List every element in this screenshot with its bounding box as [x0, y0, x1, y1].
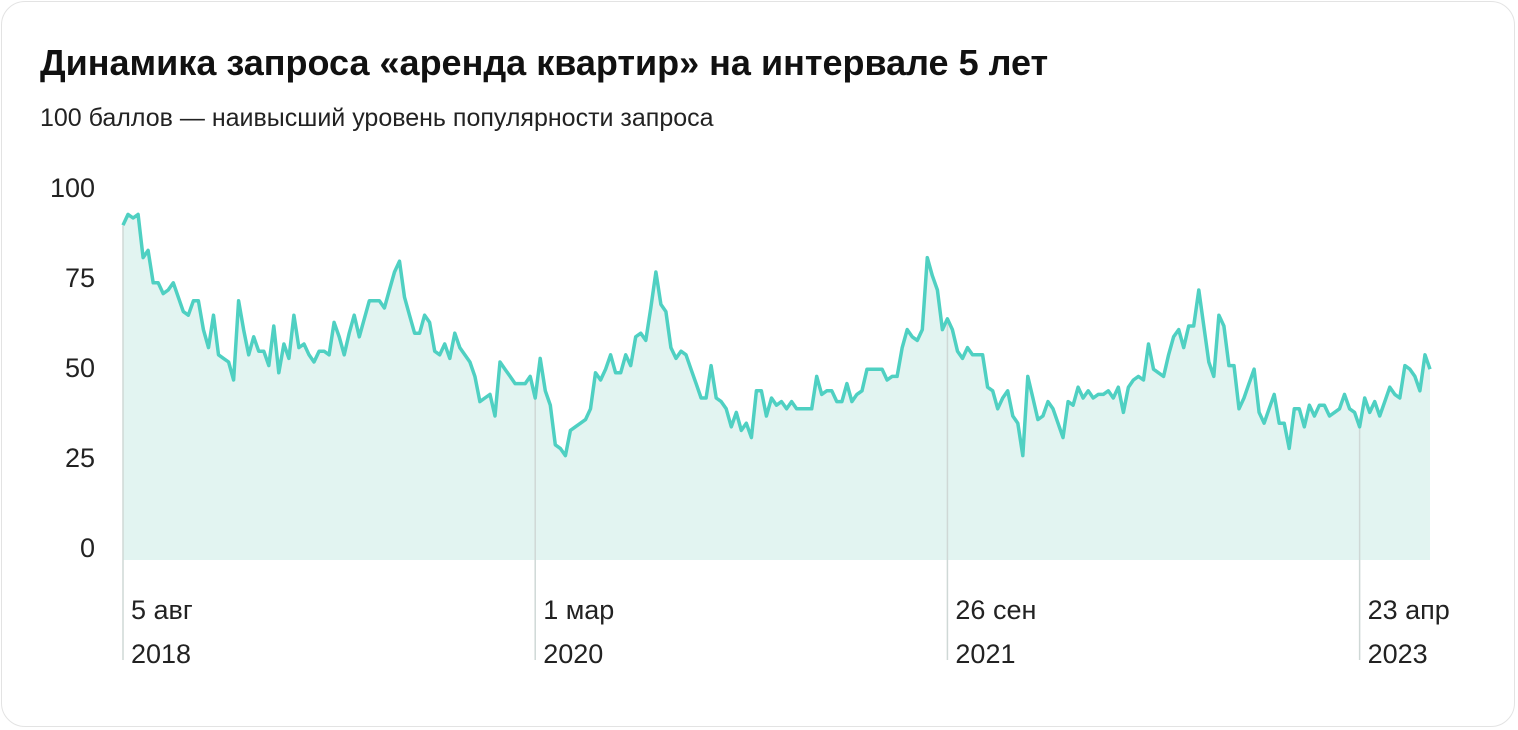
y-tick-label: 100 [50, 173, 95, 203]
x-tick-label: 26 сен 2021 [955, 595, 1037, 669]
x-tick-label: 1 мар 2020 [543, 595, 615, 669]
chart-title: Динамика запроса «аренда квартир» на инт… [40, 42, 1049, 83]
y-tick-label: 75 [65, 263, 95, 293]
line [121, 212, 1432, 458]
y-tick-label: 0 [80, 533, 95, 563]
chart-subtitle: 100 баллов — наивысший уровень популярно… [40, 104, 714, 132]
x-tick-label: 5 авг 2018 [131, 595, 193, 669]
y-tick-label: 50 [65, 353, 95, 383]
area [123, 214, 1430, 560]
x-tick-label: 23 апр 2023 [1367, 595, 1450, 669]
y-tick-label: 25 [65, 443, 95, 473]
